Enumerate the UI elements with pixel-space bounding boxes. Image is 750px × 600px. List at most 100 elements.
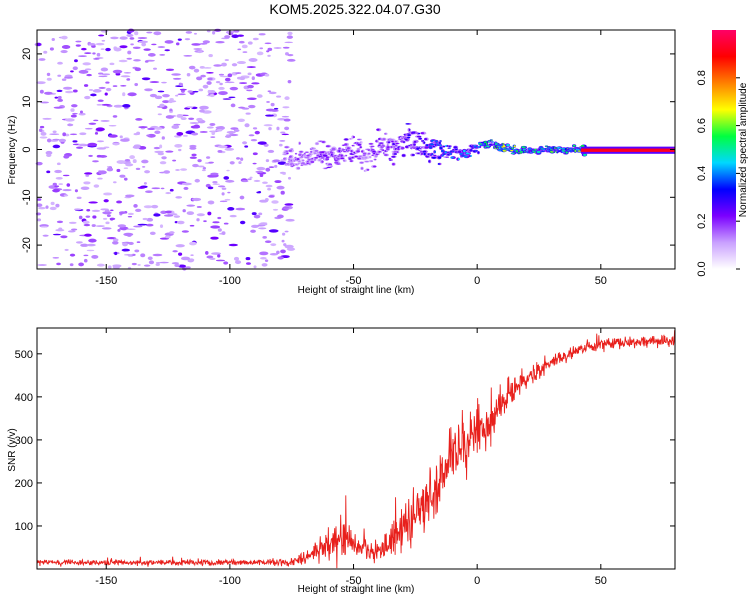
noise-blob: [225, 135, 232, 138]
noise-blob: [62, 132, 67, 137]
signal-core: [424, 138, 428, 141]
spectrogram-x-axis: -150 -100 -50 0 50: [95, 30, 607, 287]
noise-blob: [175, 94, 179, 97]
noise-blob: [113, 104, 123, 108]
noise-blob: [106, 214, 111, 218]
noise-blob: [78, 55, 87, 58]
noise-blob: [61, 45, 71, 49]
noise-blob: [169, 188, 174, 192]
noise-blob: [42, 117, 52, 120]
signal-core: [519, 152, 522, 154]
noise-blob: [143, 264, 151, 267]
snr-frame: [36, 327, 676, 570]
noise-blob: [274, 180, 282, 184]
noise-blob: [189, 224, 195, 227]
noise-blob: [154, 130, 161, 134]
noise-blob: [133, 59, 141, 62]
noise-blob: [133, 225, 143, 228]
noise-blob: [49, 206, 57, 211]
noise-blob: [179, 82, 184, 87]
noise-blob: [105, 47, 111, 52]
signal-core: [356, 150, 360, 153]
noise-blob: [71, 104, 78, 108]
noise-blob: [84, 68, 92, 71]
noise-blob: [123, 253, 134, 256]
signal-core: [513, 145, 516, 148]
signal-core: [370, 160, 374, 162]
noise-blob: [282, 46, 290, 49]
signal-core: [545, 145, 548, 147]
noise-blob: [97, 99, 104, 102]
noise-blob: [109, 217, 114, 221]
noise-blob: [162, 93, 170, 98]
signal-core: [580, 145, 585, 148]
noise-blob: [248, 134, 255, 137]
noise-blob: [138, 126, 148, 129]
signal-core: [298, 160, 301, 163]
noise-blob: [67, 230, 76, 233]
noise-blob: [286, 35, 293, 39]
noise-blob: [268, 229, 279, 233]
noise-blob: [287, 31, 293, 36]
noise-blob: [49, 133, 60, 136]
noise-blob: [229, 214, 237, 218]
noise-blob: [203, 220, 207, 223]
noise-blob: [266, 101, 270, 103]
noise-blob: [268, 91, 277, 95]
noise-blob: [217, 216, 222, 220]
noise-blob: [182, 209, 186, 213]
signal-core: [424, 146, 429, 149]
noise-blob: [164, 40, 174, 44]
signal-core: [528, 147, 532, 151]
noise-blob: [196, 205, 202, 208]
signal-core: [288, 149, 293, 152]
noise-blob: [91, 224, 96, 227]
noise-blob: [63, 76, 74, 79]
noise-blob: [191, 197, 202, 202]
noise-blob: [129, 155, 135, 160]
noise-blob: [57, 95, 62, 100]
colorbar-tick-label: 0.0: [696, 261, 708, 276]
noise-blob: [116, 200, 123, 204]
signal-core: [536, 150, 541, 154]
signal-core: [438, 141, 441, 144]
noise-blob: [180, 117, 187, 121]
signal-core: [565, 151, 568, 154]
signal-core: [303, 163, 308, 166]
noise-blob: [237, 76, 242, 80]
signal-core: [394, 144, 398, 147]
signal-core: [559, 147, 562, 150]
noise-blob: [271, 113, 278, 118]
noise-blob: [88, 43, 96, 46]
noise-blob: [142, 217, 148, 221]
noise-blob: [206, 126, 214, 129]
noise-blob: [136, 241, 141, 244]
signal-core: [300, 164, 303, 166]
noise-blob: [105, 81, 110, 84]
noise-blob: [98, 34, 105, 37]
noise-blob: [212, 183, 221, 186]
noise-blob: [148, 260, 155, 265]
noise-blob: [252, 152, 258, 156]
noise-blob: [245, 112, 251, 115]
signal-core: [541, 150, 545, 152]
noise-blob: [121, 248, 131, 252]
noise-blob: [215, 81, 221, 84]
noise-blob: [176, 131, 184, 136]
signal-core: [373, 165, 377, 168]
signal-core: [344, 138, 348, 141]
noise-blob: [159, 261, 169, 264]
signal-core: [369, 143, 373, 145]
noise-blob: [132, 46, 141, 49]
noise-blob: [65, 118, 75, 122]
noise-blob: [171, 262, 180, 265]
noise-blob: [140, 253, 146, 258]
noise-blob: [52, 233, 62, 236]
noise-blob: [177, 38, 182, 41]
noise-blob: [251, 76, 255, 81]
x-tick-label: 50: [595, 275, 607, 287]
noise-blob: [171, 73, 181, 76]
noise-blob: [183, 186, 189, 190]
spectrogram-noise: [34, 28, 296, 271]
noise-blob: [63, 86, 73, 90]
